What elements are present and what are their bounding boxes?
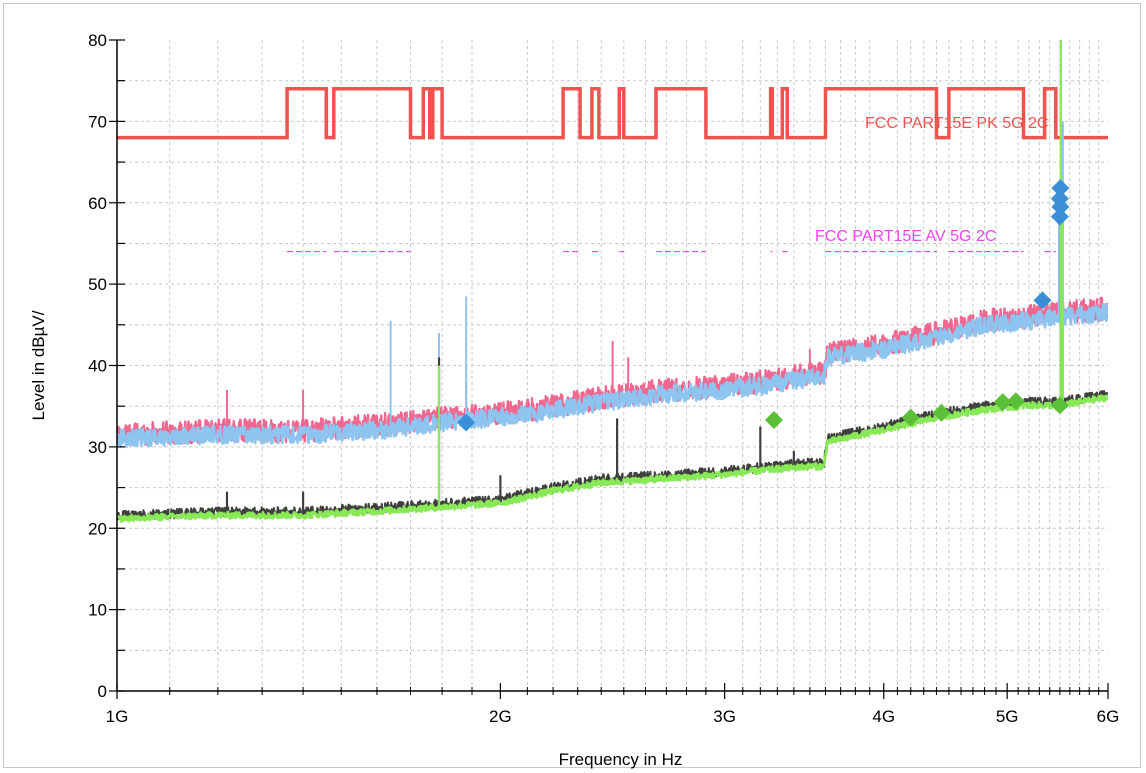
trace-3 — [117, 394, 1108, 523]
y-tick-label: 50 — [88, 275, 107, 294]
x-tick-label: 4G — [872, 707, 895, 726]
measurement-traces — [117, 40, 1108, 523]
x-tick-label: 5G — [996, 707, 1019, 726]
x-tick-label: 1G — [106, 707, 129, 726]
limit-lines — [117, 87, 1108, 253]
average-marker — [932, 403, 951, 422]
x-tick-label: 6G — [1097, 707, 1120, 726]
limit-labels: FCC PART15E PK 5G 2C FCC PART15E AV 5G 2C — [815, 115, 1048, 245]
y-axis-title: Level in dBµV/ — [29, 310, 48, 420]
x-tick-label: 3G — [713, 707, 736, 726]
peak-marker — [457, 413, 476, 432]
chart-frame — [3, 3, 1141, 768]
average-marker — [993, 393, 1012, 412]
y-tick-label: 80 — [88, 31, 107, 50]
limit-line-peak — [117, 87, 1108, 140]
y-tick-label: 20 — [88, 519, 107, 538]
limit-label-peak: FCC PART15E PK 5G 2C — [865, 115, 1048, 132]
y-tick-label: 60 — [88, 194, 107, 213]
average-marker — [1050, 396, 1069, 415]
x-axis-title: Frequency in Hz — [559, 750, 683, 769]
y-tick-label: 0 — [98, 682, 107, 701]
axes: 0 10 20 30 40 50 60 70 80 1G 2G 3G 4G 5G 6G — [88, 31, 1119, 726]
y-tick-label: 40 — [88, 357, 107, 376]
peak-marker — [1050, 189, 1069, 208]
x-tick-label: 2G — [489, 707, 512, 726]
peak-marker — [1050, 207, 1069, 226]
trace-1 — [117, 303, 1108, 449]
peak-marker — [1033, 291, 1052, 310]
limit-label-average: FCC PART15E AV 5G 2C — [815, 228, 996, 245]
y-tick-label: 70 — [88, 112, 107, 131]
y-tick-label: 10 — [88, 601, 107, 620]
average-marker — [1006, 392, 1025, 411]
plot-area — [117, 40, 1108, 523]
average-marker — [764, 411, 783, 430]
average-marker — [901, 408, 920, 427]
final-markers — [457, 179, 1070, 432]
y-tick-label: 30 — [88, 438, 107, 457]
peak-marker — [1051, 179, 1070, 198]
